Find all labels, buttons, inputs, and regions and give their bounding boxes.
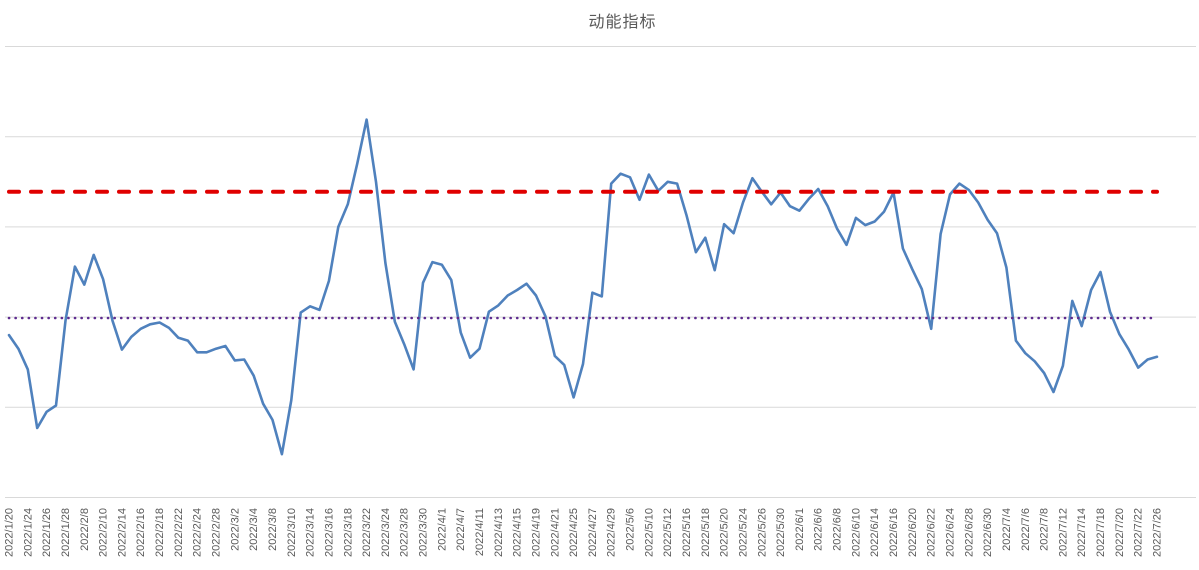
x-axis-label: 2022/4/27 [587,508,599,557]
x-axis-label: 2022/7/4 [1001,508,1013,551]
x-axis-label: 2022/5/20 [719,508,731,557]
x-axis-label: 2022/2/10 [98,508,110,557]
x-axis-label: 2022/1/24 [22,508,34,557]
x-axis-label: 2022/4/25 [568,508,580,557]
x-axis-label: 2022/3/16 [323,508,335,557]
x-axis-label: 2022/3/8 [267,508,279,551]
gridlines [5,46,1196,498]
chart-title: 动能指标 [588,14,657,31]
x-axis-label: 2022/2/24 [192,508,204,557]
x-axis-label: 2022/6/1 [794,508,806,551]
x-axis-label: 2022/6/28 [963,508,975,557]
x-axis-label: 2022/5/6 [625,508,637,551]
x-axis-label: 2022/5/26 [756,508,768,557]
x-axis-label: 2022/1/26 [41,508,53,557]
x-axis-label: 2022/2/22 [173,508,185,557]
x-axis-label: 2022/7/26 [1152,508,1164,557]
x-axis-label: 2022/3/22 [361,508,373,557]
x-axis-label: 2022/6/16 [888,508,900,557]
x-axis-label: 2022/2/16 [135,508,147,557]
x-axis-labels: 2022/1/20 2022/1/24 2022/1/26 2022/1/28 2022… [4,508,1164,557]
x-axis-label: 2022/6/30 [982,508,994,557]
x-axis-label: 2022/5/16 [681,508,693,557]
x-axis-label: 2022/3/14 [305,508,317,557]
x-axis-label: 2022/6/14 [869,508,881,557]
x-axis-label: 2022/6/20 [907,508,919,557]
x-axis-label: 2022/7/20 [1114,508,1126,557]
x-axis-label: 2022/1/20 [4,508,16,557]
x-axis-label: 2022/7/22 [1133,508,1145,557]
x-axis-label: 2022/6/6 [813,508,825,551]
x-axis-label: 2022/3/18 [342,508,354,557]
x-axis-label: 2022/3/4 [248,508,260,551]
x-axis-label: 2022/5/10 [643,508,655,557]
x-axis-label: 2022/5/24 [737,508,749,557]
x-axis-label: 2022/7/14 [1076,508,1088,557]
x-axis-label: 2022/5/30 [775,508,787,557]
x-axis-label: 2022/4/7 [455,508,467,551]
x-axis-label: 2022/6/10 [850,508,862,557]
x-axis-label: 2022/7/8 [1039,508,1051,551]
x-axis-label: 2022/2/28 [211,508,223,557]
momentum-line-series [7,118,1159,456]
x-axis-label: 2022/3/28 [399,508,411,557]
x-axis-label: 2022/4/13 [493,508,505,557]
x-axis-label: 2022/3/24 [380,508,392,557]
x-axis-label: 2022/4/11 [474,508,486,556]
x-axis-label: 2022/6/22 [926,508,938,557]
x-axis-label: 2022/4/21 [549,508,561,557]
x-axis-label: 2022/6/8 [832,508,844,551]
x-axis-label: 2022/3/30 [418,508,430,557]
x-axis-label: 2022/3/10 [286,508,298,557]
x-axis-label: 2022/6/24 [944,508,956,557]
x-axis-label: 2022/4/19 [530,508,542,557]
x-axis-label: 2022/2/18 [154,508,166,557]
x-axis-label: 2022/4/15 [512,508,524,557]
x-axis-label: 2022/7/6 [1020,508,1032,551]
x-axis-label: 2022/1/28 [60,508,72,557]
x-axis-label: 2022/3/2 [229,508,241,551]
x-axis-label: 2022/5/18 [700,508,712,557]
x-axis-label: 2022/7/12 [1057,508,1069,557]
x-axis-label: 2022/7/18 [1095,508,1107,557]
x-axis-label: 2022/4/1 [436,508,448,551]
x-axis-label: 2022/4/29 [606,508,618,557]
x-axis-label: 2022/2/8 [79,508,91,551]
x-axis-label: 2022/2/14 [116,508,128,557]
x-axis-label: 2022/5/12 [662,508,674,557]
